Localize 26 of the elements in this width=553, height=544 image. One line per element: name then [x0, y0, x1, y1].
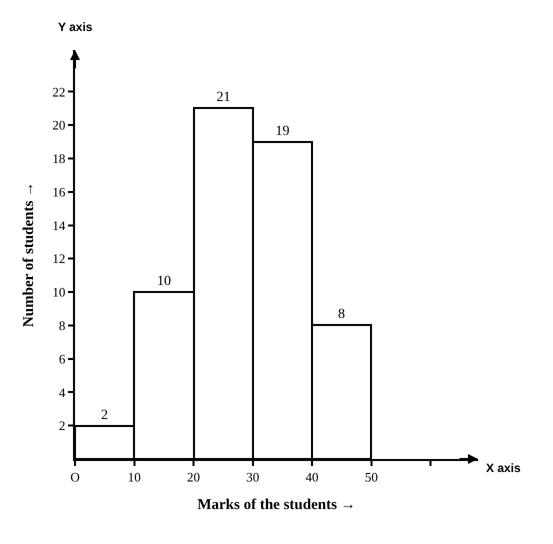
x-tick-label: 40: [306, 470, 319, 485]
data-label: 19: [276, 124, 290, 139]
y-tick-label: 16: [52, 184, 66, 200]
y-tick-label: 20: [52, 118, 66, 133]
x-tick-label: 30: [246, 470, 260, 485]
y-tick-label: 10: [52, 284, 66, 300]
data-label: 21: [216, 90, 230, 105]
y-axis-title: Number of students →: [21, 182, 38, 328]
data-label: 2: [101, 408, 108, 423]
data-label: 10: [157, 274, 171, 289]
text: Y axis: [58, 20, 93, 34]
y-tick-label: 8: [58, 318, 66, 333]
y-tick-label: 4: [58, 384, 66, 400]
y-tick-label: 14: [52, 218, 66, 233]
x-tick-label: 20: [187, 470, 200, 485]
y-tick-label: 22: [52, 84, 66, 100]
y-tick-label: 12: [52, 251, 66, 266]
x-tick-label: 10: [128, 470, 141, 485]
text: X axis: [486, 461, 522, 475]
y-tick-label: 6: [58, 351, 66, 366]
x-axis-title: Marks of the students →: [197, 497, 356, 514]
x-tick-label: O: [70, 470, 80, 485]
y-tick-label: 2: [58, 418, 66, 434]
y-tick-label: 18: [52, 151, 66, 166]
data-label: 8: [338, 307, 345, 322]
x-tick-label: 50: [364, 470, 378, 485]
